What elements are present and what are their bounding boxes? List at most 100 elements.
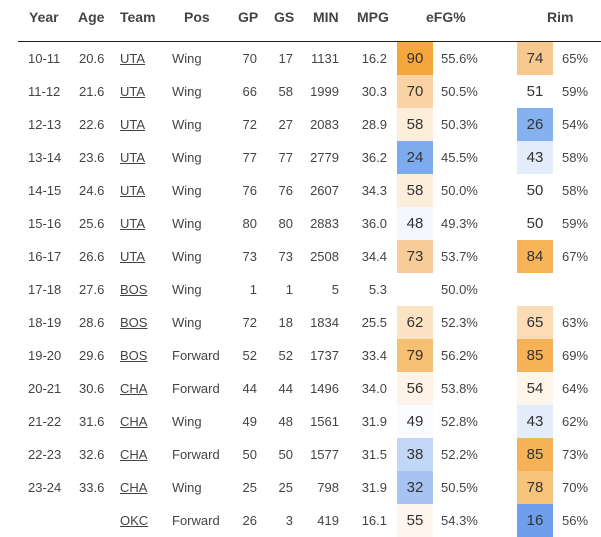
efg-percentile-cell: 58 xyxy=(397,108,433,141)
rim-percentile-cell: 84 xyxy=(517,240,553,273)
rim-percentile-cell: 54 xyxy=(517,372,553,405)
position-cell: Wing xyxy=(172,183,202,198)
gp-cell: 72 xyxy=(242,117,257,132)
efg-percentile-cell: 48 xyxy=(397,207,433,240)
rim-value: 64% xyxy=(562,381,589,396)
header-min[interactable]: MIN xyxy=(313,9,339,25)
table-row: 24 43 13-14 23.6 UTA Wing 77 77 2779 36.2 45.5% 58% xyxy=(0,141,601,174)
gp-cell: 77 xyxy=(242,150,257,165)
header-gp[interactable]: GP xyxy=(238,9,259,25)
header-mpg[interactable]: MPG xyxy=(357,9,389,25)
efg-value: 53.8% xyxy=(441,381,478,396)
gp-cell: 70 xyxy=(242,51,257,66)
header-year[interactable]: Year xyxy=(29,9,59,25)
table-row: 32 78 23-24 33.6 CHA Wing 25 25 798 31.9 50.5% 70% xyxy=(0,471,601,504)
header-age[interactable]: Age xyxy=(78,9,105,25)
age-cell: 25.6 xyxy=(79,216,105,231)
header-team[interactable]: Team xyxy=(120,9,156,25)
team-link[interactable]: OKC xyxy=(120,513,149,528)
header-pos[interactable]: Pos xyxy=(184,9,210,25)
team-link[interactable]: CHA xyxy=(120,414,148,429)
position-cell: Wing xyxy=(172,315,202,330)
gs-cell: 76 xyxy=(278,183,293,198)
position-cell: Wing xyxy=(172,150,202,165)
rim-value: 59% xyxy=(562,216,589,231)
efg-percentile-cell: 49 xyxy=(397,405,433,438)
gs-cell: 52 xyxy=(278,348,293,363)
efg-value: 50.0% xyxy=(441,282,478,297)
gp-cell: 76 xyxy=(242,183,257,198)
rim-value: 63% xyxy=(562,315,589,330)
efg-percentile-cell: 70 xyxy=(397,75,433,108)
table-row: 70 51 11-12 21.6 UTA Wing 66 58 1999 30.3 50.5% 59% xyxy=(0,75,601,108)
gp-cell: 50 xyxy=(242,447,257,462)
team-link[interactable]: UTA xyxy=(120,216,146,231)
header-gs[interactable]: GS xyxy=(274,9,295,25)
gp-cell: 80 xyxy=(242,216,257,231)
team-link[interactable]: CHA xyxy=(120,447,148,462)
mpg-cell: 16.1 xyxy=(361,513,387,528)
rim-percentile-cell: 85 xyxy=(517,438,553,471)
position-cell: Wing xyxy=(172,414,202,429)
rim-percentile-cell: 26 xyxy=(517,108,553,141)
table-row: 73 84 16-17 26.6 UTA Wing 73 73 2508 34.4 53.7% 67% xyxy=(0,240,601,273)
efg-percentile-cell: 58 xyxy=(397,174,433,207)
header-efg[interactable]: eFG% xyxy=(426,9,466,25)
team-link[interactable]: UTA xyxy=(120,183,146,198)
team-link[interactable]: CHA xyxy=(120,480,148,495)
team-link[interactable]: UTA xyxy=(120,249,146,264)
min-cell: 1577 xyxy=(310,447,339,462)
rim-value: 58% xyxy=(562,150,589,165)
position-cell: Wing xyxy=(172,117,202,132)
year-cell: 18-19 xyxy=(28,315,62,330)
team-link[interactable]: UTA xyxy=(120,117,146,132)
rim-percentile-cell: 85 xyxy=(517,339,553,372)
team-link[interactable]: CHA xyxy=(120,381,148,396)
year-cell: 12-13 xyxy=(28,117,62,132)
mpg-cell: 33.4 xyxy=(361,348,387,363)
table-row: 17-18 27.6 BOS Wing 1 1 5 5.3 50.0% xyxy=(0,273,601,306)
efg-percentile-cell: 38 xyxy=(397,438,433,471)
age-cell: 26.6 xyxy=(79,249,105,264)
efg-value: 52.2% xyxy=(441,447,478,462)
table-row: 48 50 15-16 25.6 UTA Wing 80 80 2883 36.0 49.3% 59% xyxy=(0,207,601,240)
team-link[interactable]: BOS xyxy=(120,282,148,297)
table-row: 56 54 20-21 30.6 CHA Forward 44 44 1496 34.0 53.8%… xyxy=(0,372,601,405)
efg-percentile-cell: 79 xyxy=(397,339,433,372)
mpg-cell: 5.3 xyxy=(368,282,387,297)
team-link[interactable]: UTA xyxy=(120,150,146,165)
gs-cell: 18 xyxy=(278,315,293,330)
age-cell: 27.6 xyxy=(79,282,105,297)
min-cell: 2083 xyxy=(310,117,339,132)
efg-value: 50.5% xyxy=(441,84,478,99)
mpg-cell: 36.2 xyxy=(361,150,387,165)
rim-value: 73% xyxy=(562,447,589,462)
team-link[interactable]: BOS xyxy=(120,348,148,363)
table-row: 55 16 OKC Forward 26 3 419 16.1 54.3% 56% xyxy=(0,504,601,537)
year-cell: 14-15 xyxy=(28,183,62,198)
mpg-cell: 31.9 xyxy=(361,414,387,429)
efg-value: 53.7% xyxy=(441,249,478,264)
gs-cell: 27 xyxy=(278,117,293,132)
team-link[interactable]: BOS xyxy=(120,315,148,330)
team-link[interactable]: UTA xyxy=(120,51,146,66)
position-cell: Forward xyxy=(172,513,220,528)
age-cell: 31.6 xyxy=(79,414,105,429)
rim-value: 59% xyxy=(562,84,589,99)
rim-value: 58% xyxy=(562,183,589,198)
mpg-cell: 34.4 xyxy=(361,249,387,264)
efg-value: 55.6% xyxy=(441,51,478,66)
gs-cell: 77 xyxy=(278,150,293,165)
year-cell: 13-14 xyxy=(28,150,62,165)
rim-value: 54% xyxy=(562,117,589,132)
efg-percentile-cell: 24 xyxy=(397,141,433,174)
team-link[interactable]: UTA xyxy=(120,84,146,99)
efg-value: 50.3% xyxy=(441,117,478,132)
gp-cell: 49 xyxy=(242,414,257,429)
min-cell: 2883 xyxy=(310,216,339,231)
efg-percentile-cell: 90 xyxy=(397,42,433,75)
efg-value: 49.3% xyxy=(441,216,478,231)
rim-value: 65% xyxy=(562,51,589,66)
header-rim[interactable]: Rim xyxy=(547,9,574,25)
efg-percentile-cell: 56 xyxy=(397,372,433,405)
